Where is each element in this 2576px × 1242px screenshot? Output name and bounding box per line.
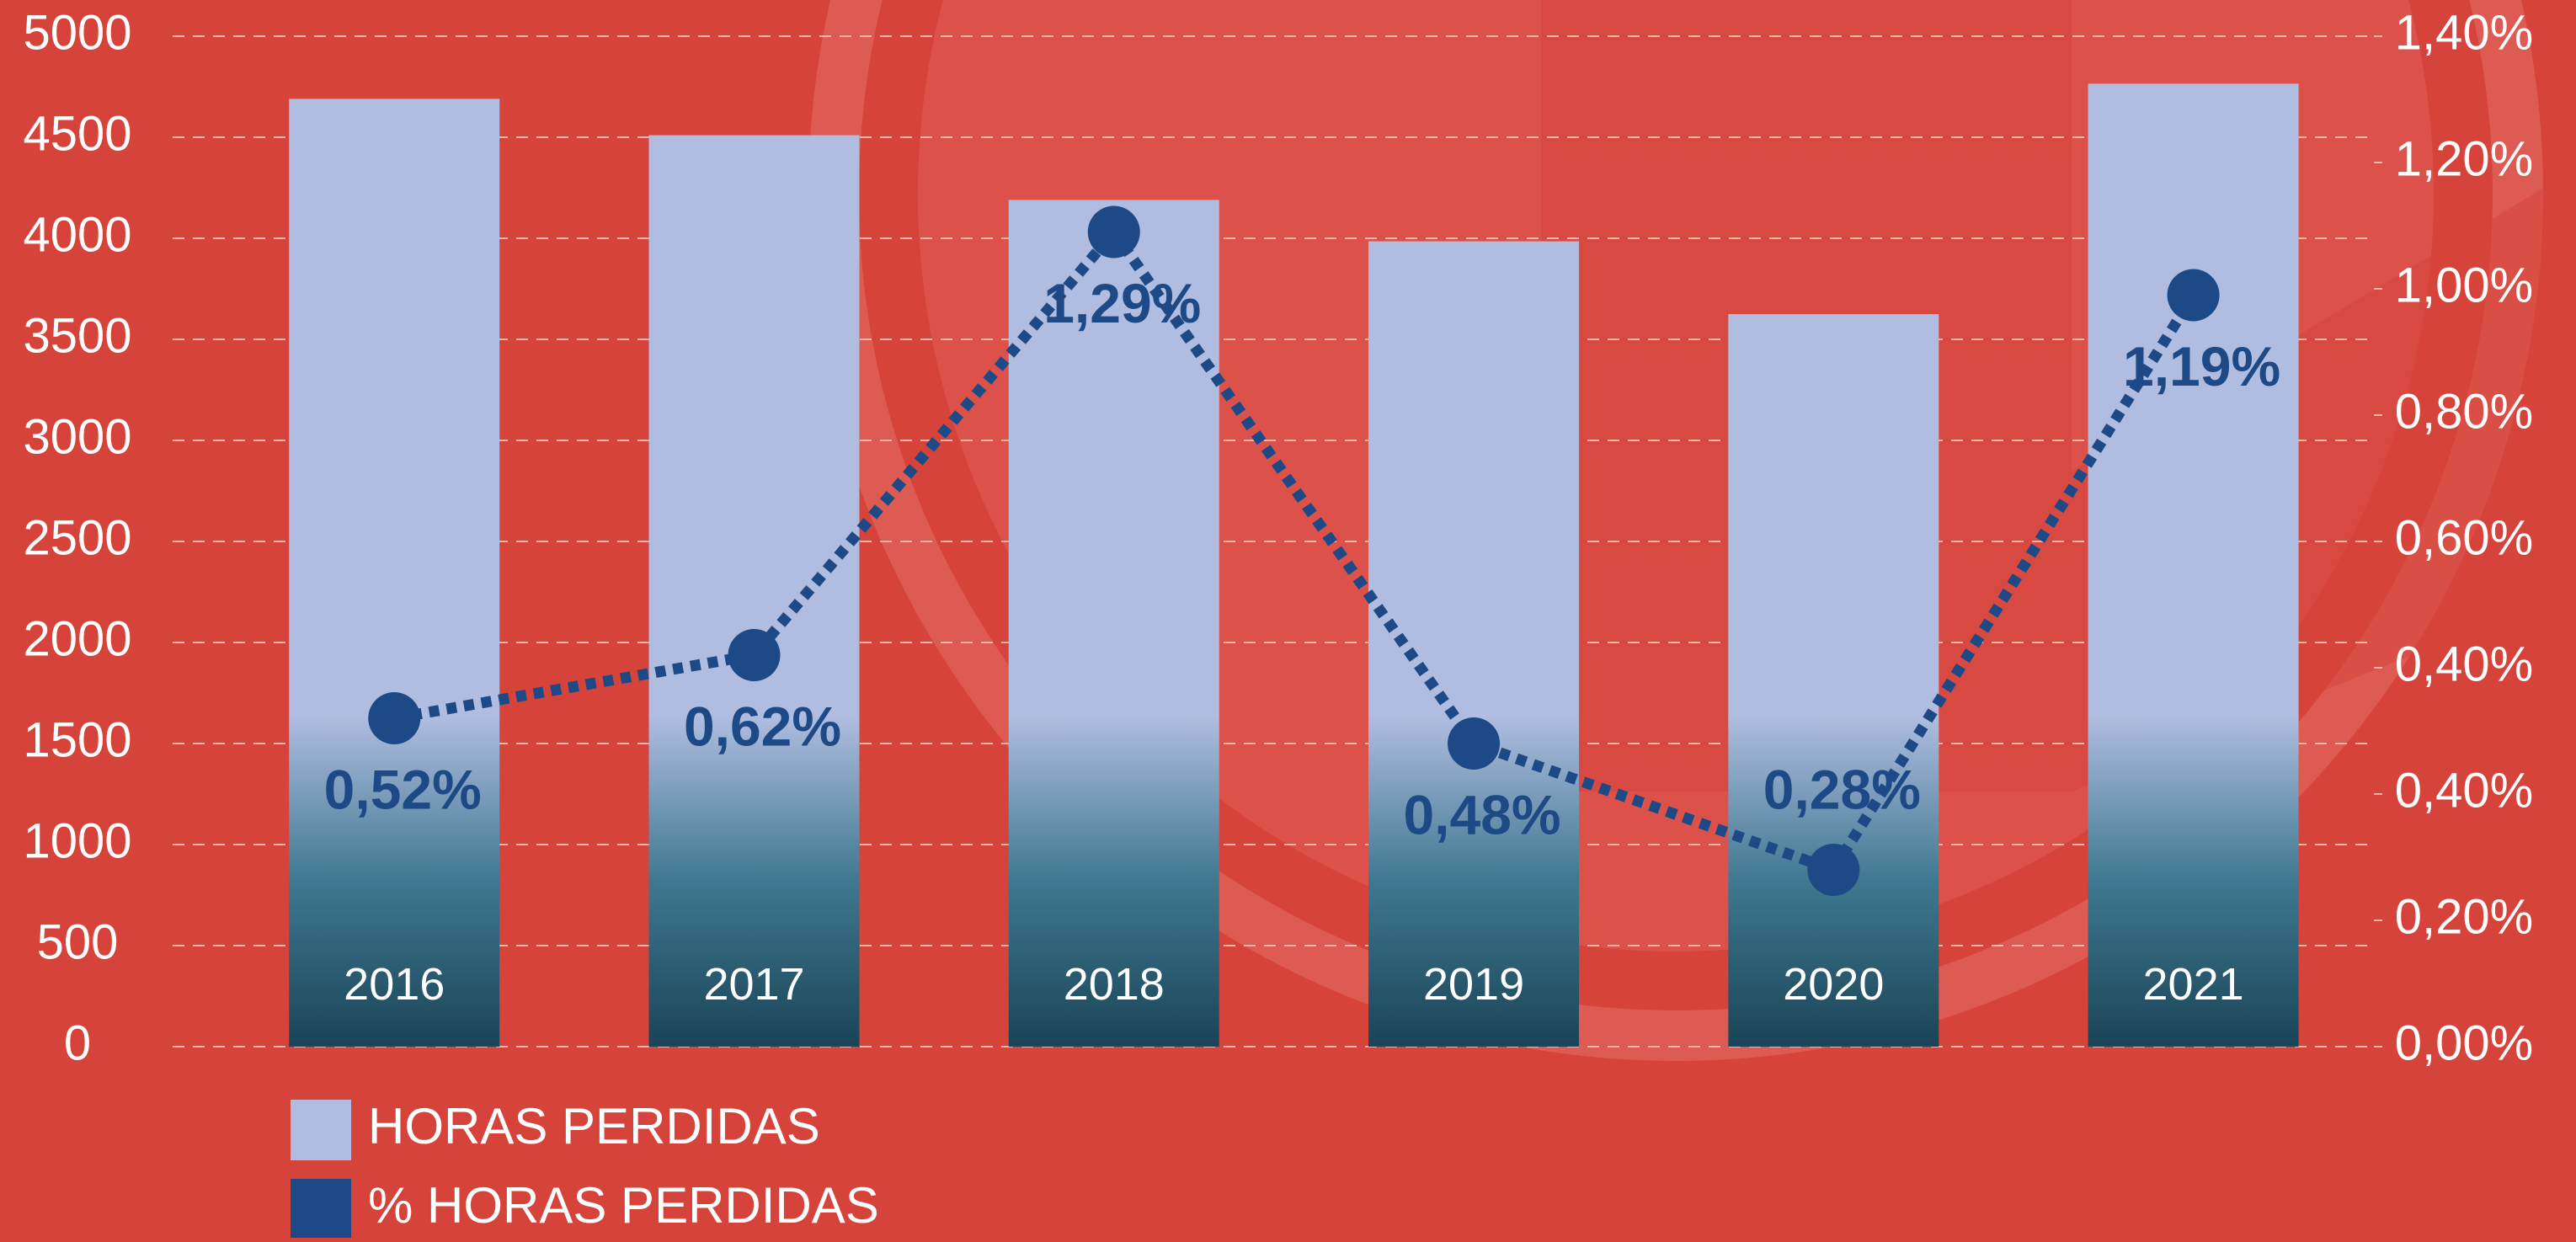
data-label: 1,29% xyxy=(1043,272,1201,334)
legend-swatch xyxy=(291,1100,351,1160)
point xyxy=(2168,269,2220,322)
page: {"chart_data":{"type":"bar-line", "categ… xyxy=(0,0,2576,1238)
point xyxy=(1807,844,1859,896)
data-label: 0,28% xyxy=(1763,758,1921,820)
x-tick-label: 2018 xyxy=(1064,959,1165,1010)
y2-tick-label: 0,20% xyxy=(2395,889,2533,944)
y-tick-label: 2500 xyxy=(23,510,131,565)
data-label: 1,19% xyxy=(2123,335,2280,397)
point xyxy=(1088,206,1140,259)
y-tick-label: 0 xyxy=(64,1015,91,1070)
bar xyxy=(2088,83,2299,1047)
x-tick-label: 2020 xyxy=(1783,959,1884,1010)
legend-swatch xyxy=(291,1179,351,1238)
data-label: 0,62% xyxy=(684,695,841,757)
y-tick-label: 4000 xyxy=(23,207,131,262)
point xyxy=(728,629,781,681)
bar xyxy=(1728,314,1939,1047)
y-tick-label: 1500 xyxy=(23,712,131,767)
y2-tick-label: 1,20% xyxy=(2395,131,2533,186)
y-tick-label: 500 xyxy=(37,914,119,969)
y-tick-label: 3500 xyxy=(23,308,131,363)
y-tick-label: 3000 xyxy=(23,409,131,464)
y-tick-label: 2000 xyxy=(23,611,131,666)
y2-tick-label: 0,00% xyxy=(2395,1015,2533,1070)
point xyxy=(368,692,420,744)
y2-tick-label: 1,00% xyxy=(2395,258,2533,312)
legend-label: HORAS PERDIDAS xyxy=(368,1098,820,1154)
x-tick-label: 2019 xyxy=(1423,959,1524,1010)
data-label: 0,52% xyxy=(324,758,482,820)
x-tick-label: 2021 xyxy=(2143,959,2244,1010)
point xyxy=(1448,717,1500,770)
y2-tick-label: 0,60% xyxy=(2395,510,2533,565)
bar xyxy=(289,99,499,1047)
y2-tick-label: 0,80% xyxy=(2395,384,2533,439)
legend-label: % HORAS PERDIDAS xyxy=(368,1177,879,1234)
y2-tick-label: 0,40% xyxy=(2395,763,2533,818)
chart: 0 500 1000 1500 2000 2500 3000 3500 4000 4500 5000… xyxy=(0,0,2576,1238)
y2-tick-label: 1,40% xyxy=(2395,5,2533,60)
data-label: 0,48% xyxy=(1403,783,1560,845)
x-tick-label: 2016 xyxy=(344,959,445,1010)
y-tick-label: 4500 xyxy=(23,106,131,161)
bar xyxy=(649,136,860,1047)
y-tick-label: 5000 xyxy=(23,5,131,60)
y2-tick-label: 0,40% xyxy=(2395,637,2533,691)
x-tick-label: 2017 xyxy=(703,959,804,1010)
y-tick-label: 1000 xyxy=(23,813,131,868)
